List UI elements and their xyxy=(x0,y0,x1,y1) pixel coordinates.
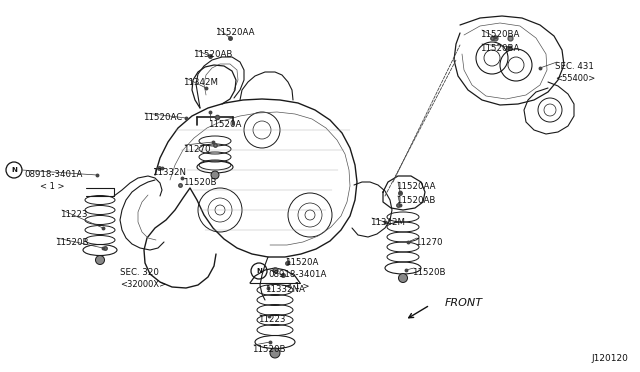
Text: 08918-3401A: 08918-3401A xyxy=(268,270,326,279)
Text: 11342M: 11342M xyxy=(183,78,218,87)
Text: SEC. 320: SEC. 320 xyxy=(120,268,159,277)
Text: 11520B: 11520B xyxy=(412,268,445,277)
Text: 11342M: 11342M xyxy=(370,218,405,227)
Text: 11520AB: 11520AB xyxy=(396,196,435,205)
Text: 11332N: 11332N xyxy=(152,168,186,177)
Text: 11520BA: 11520BA xyxy=(480,30,520,39)
Text: 11223: 11223 xyxy=(60,210,88,219)
Circle shape xyxy=(95,256,104,264)
Text: 11520AA: 11520AA xyxy=(396,182,435,191)
Text: 11520A: 11520A xyxy=(285,258,318,267)
Circle shape xyxy=(270,348,280,358)
Text: 11520AB: 11520AB xyxy=(193,50,232,59)
Text: 11332NA: 11332NA xyxy=(265,285,305,294)
Text: <32000X>: <32000X> xyxy=(120,280,166,289)
Text: < 1 >: < 1 > xyxy=(285,282,310,291)
Text: N: N xyxy=(256,268,262,274)
Text: 11520B: 11520B xyxy=(55,238,88,247)
Text: 11520B: 11520B xyxy=(252,345,285,354)
Text: <55400>: <55400> xyxy=(555,74,595,83)
Text: 11520BA: 11520BA xyxy=(480,44,520,53)
Text: 11520AC: 11520AC xyxy=(143,113,182,122)
Text: < 1 >: < 1 > xyxy=(40,182,65,191)
Text: 11270: 11270 xyxy=(183,145,211,154)
Text: SEC. 431: SEC. 431 xyxy=(555,62,594,71)
Text: 11270: 11270 xyxy=(415,238,442,247)
Circle shape xyxy=(211,171,219,179)
Text: 11223: 11223 xyxy=(258,315,285,324)
Text: FRONT: FRONT xyxy=(445,298,483,308)
Text: 08918-3401A: 08918-3401A xyxy=(24,170,83,179)
Circle shape xyxy=(399,273,408,282)
Text: 11520A: 11520A xyxy=(208,120,241,129)
Text: 11520AA: 11520AA xyxy=(215,28,255,37)
Text: N: N xyxy=(11,167,17,173)
Text: J120120: J120120 xyxy=(591,354,628,363)
Text: 11520B: 11520B xyxy=(183,178,216,187)
